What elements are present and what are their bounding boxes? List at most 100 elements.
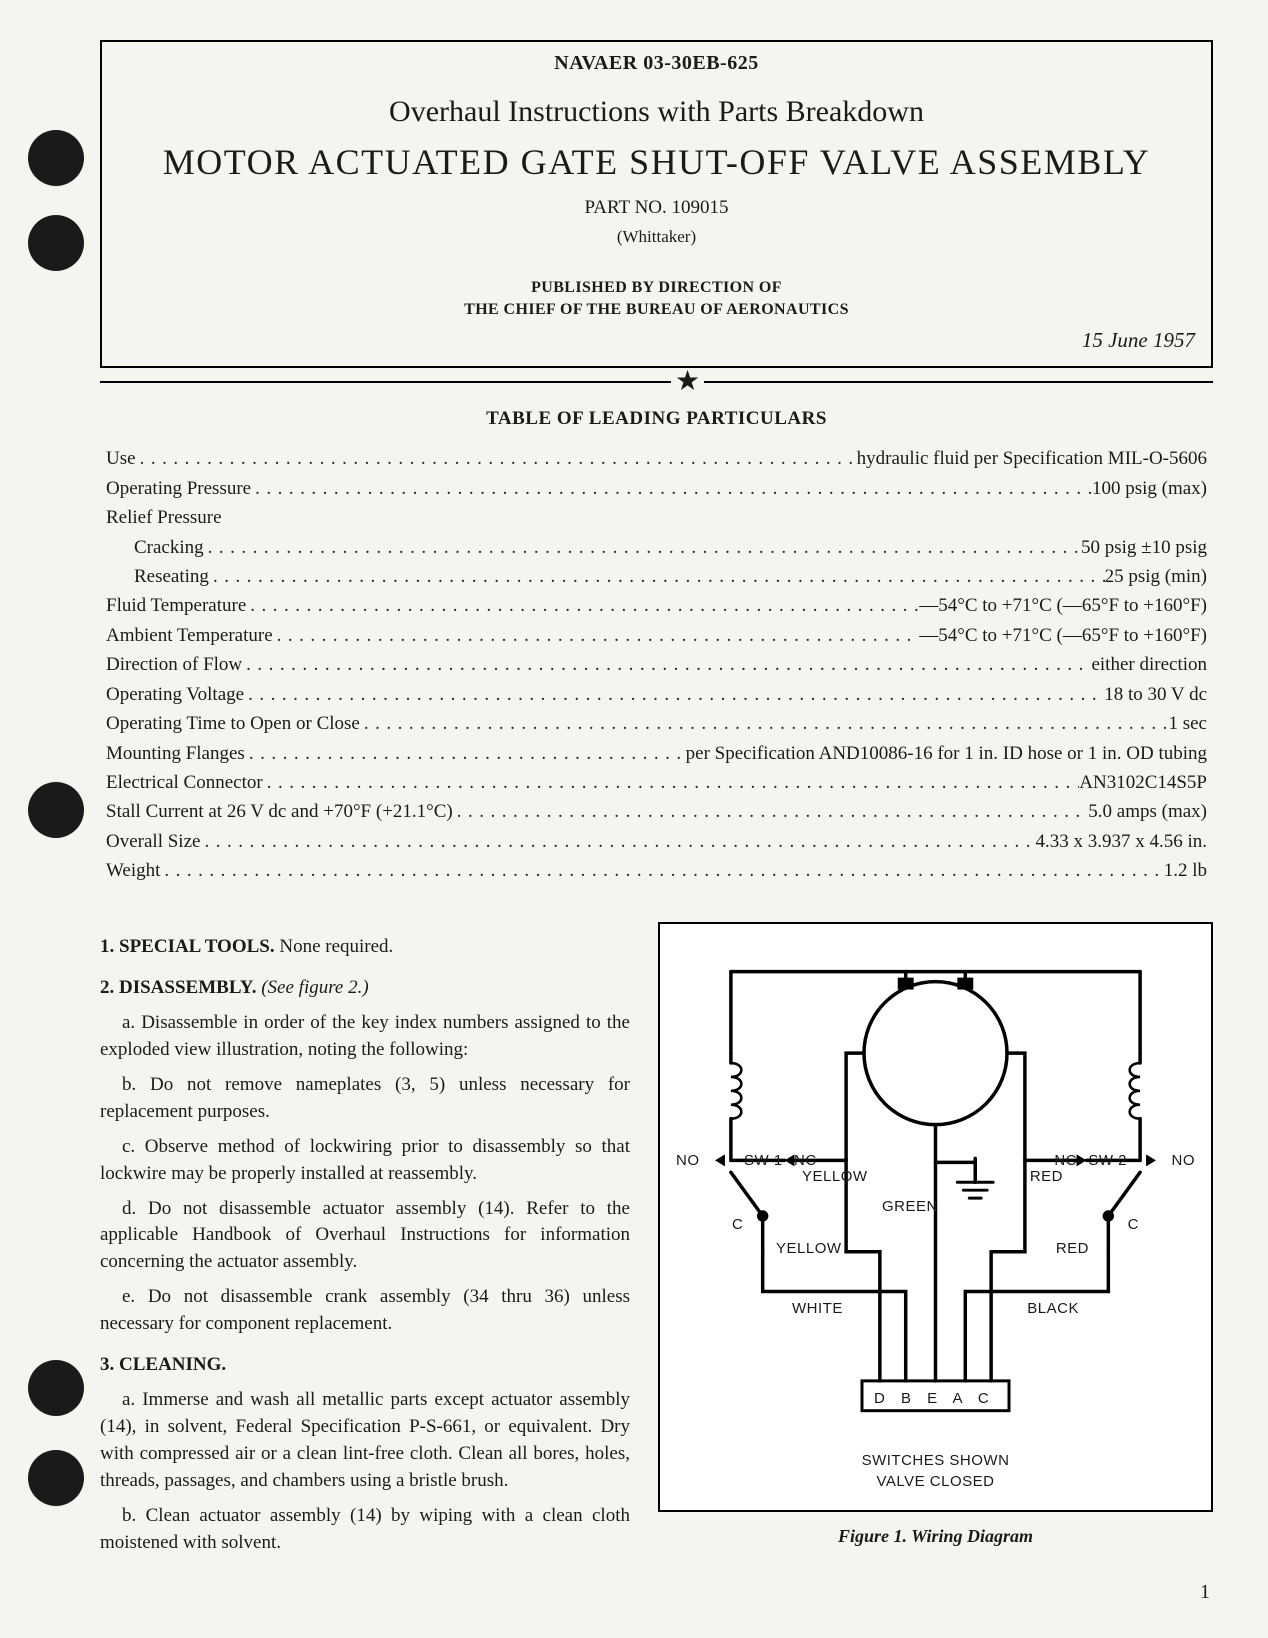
para-2a: a. Disassemble in order of the key index… [100, 1010, 630, 1064]
section-3-head: 3. CLEANING. [100, 1352, 630, 1379]
punch-hole [28, 130, 84, 186]
document-main-title: MOTOR ACTUATED GATE SHUT-OFF VALVE ASSEM… [102, 135, 1211, 191]
particulars-label: Stall Current at 26 V dc and +70°F (+21.… [106, 797, 453, 826]
particulars-label: Mounting Flanges [106, 739, 245, 768]
leader-dots [200, 827, 1035, 856]
particulars-label: Use [106, 444, 136, 473]
label-nc-left: NC [794, 1152, 817, 1169]
section-2-head: 2. DISASSEMBLY. (See figure 2.) [100, 975, 630, 1002]
section-3-title: 3. CLEANING. [100, 1354, 226, 1375]
leader-dots [251, 474, 1092, 503]
para-2e: e. Do not disassemble crank assembly (34… [100, 1284, 630, 1338]
leader-dots [263, 768, 1080, 797]
particulars-row: Use hydraulic fluid per Specification MIL… [106, 444, 1207, 473]
particulars-value: hydraulic fluid per Specification MIL-O-… [857, 444, 1207, 473]
leader-dots [246, 591, 919, 620]
label-sw1: SW 1 [744, 1152, 783, 1169]
leader-dots [245, 739, 686, 768]
leader-dots [273, 621, 920, 650]
particulars-row: Weight 1.2 lb [106, 856, 1207, 885]
manufacturer: (Whittaker) [102, 225, 1211, 277]
published-line-2: THE CHIEF OF THE BUREAU OF AERONAUTICS [464, 301, 849, 318]
leader-dots [160, 856, 1163, 885]
label-green: GREEN [882, 1198, 938, 1215]
particulars-table: Use hydraulic fluid per Specification MIL… [100, 444, 1213, 896]
part-number: PART NO. 109015 [102, 191, 1211, 225]
particulars-label: Overall Size [106, 827, 200, 856]
particulars-row: Reseating 25 psig (min) [106, 562, 1207, 591]
para-3b: b. Clean actuator assembly (14) by wipin… [100, 1503, 630, 1557]
leader-dots [136, 444, 857, 473]
particulars-value: 1.2 lb [1164, 856, 1207, 885]
particulars-label: Operating Time to Open or Close [106, 709, 360, 738]
particulars-row: Direction of Flow either direction [106, 650, 1207, 679]
particulars-label: Fluid Temperature [106, 591, 246, 620]
label-red-1: RED [1030, 1168, 1063, 1185]
switches-note-1: SWITCHES SHOWN [862, 1452, 1010, 1469]
section-1-head: 1. SPECIAL TOOLS. None required. [100, 934, 630, 961]
section-1-rest: None required. [275, 936, 394, 957]
leader-dots [204, 533, 1081, 562]
switches-note-2: VALVE CLOSED [877, 1473, 995, 1490]
para-3a: a. Immerse and wash all metallic parts e… [100, 1387, 630, 1495]
particulars-row: Operating Voltage 18 to 30 V dc [106, 680, 1207, 709]
instructions-column: 1. SPECIAL TOOLS. None required. 2. DISA… [100, 922, 630, 1557]
particulars-value: 18 to 30 V dc [1104, 680, 1207, 709]
particulars-label: Operating Voltage [106, 680, 244, 709]
label-sw2: SW 2 [1088, 1152, 1127, 1169]
particulars-heading: TABLE OF LEADING PARTICULARS [100, 408, 1213, 430]
leader-dots [360, 709, 1169, 738]
label-white: WHITE [792, 1300, 843, 1317]
document-id: NAVAER 03-30EB-625 [102, 42, 1211, 83]
particulars-value: 1 sec [1168, 709, 1207, 738]
particulars-label: Cracking [106, 533, 204, 562]
label-c-left: C [732, 1216, 743, 1233]
punch-hole [28, 1450, 84, 1506]
label-c-right: C [1128, 1216, 1139, 1233]
leader-dots [453, 797, 1089, 826]
section-1-title: 1. SPECIAL TOOLS. [100, 936, 275, 957]
label-terminals: D B E A C [874, 1390, 995, 1407]
leader-dots [209, 562, 1105, 591]
switches-note: SWITCHES SHOWN VALVE CLOSED [660, 1451, 1211, 1492]
para-2c: c. Observe method of lockwiring prior to… [100, 1134, 630, 1188]
leader-dots [242, 650, 1091, 679]
date-row: 15 June 1957 [102, 326, 1211, 366]
label-yellow-1: YELLOW [802, 1168, 868, 1185]
section-2-title: 2. DISASSEMBLY. [100, 977, 256, 998]
particulars-label: Relief Pressure [106, 503, 222, 532]
published-line-1: PUBLISHED BY DIRECTION OF [531, 279, 782, 296]
particulars-label: Direction of Flow [106, 650, 242, 679]
particulars-label: Ambient Temperature [106, 621, 273, 650]
document-date: 15 June 1957 [1082, 328, 1195, 353]
label-nc-right: NC [1054, 1152, 1077, 1169]
label-no-right: NO [1172, 1152, 1196, 1169]
particulars-row: Stall Current at 26 V dc and +70°F (+21.… [106, 797, 1207, 826]
document-header-box: NAVAER 03-30EB-625 Overhaul Instructions… [100, 40, 1213, 368]
punch-hole [28, 782, 84, 838]
section-2-note: (See figure 2.) [256, 977, 368, 998]
page-number: 1 [1200, 1581, 1210, 1604]
particulars-value: —54°C to +71°C (—65°F to +160°F) [919, 591, 1207, 620]
label-red-2: RED [1056, 1240, 1089, 1257]
particulars-row: Cracking 50 psig ±10 psig [106, 533, 1207, 562]
particulars-row: Operating Time to Open or Close 1 sec [106, 709, 1207, 738]
particulars-label: Weight [106, 856, 160, 885]
punch-hole [28, 215, 84, 271]
particulars-value: 25 psig (min) [1105, 562, 1207, 591]
para-2b: b. Do not remove nameplates (3, 5) unles… [100, 1072, 630, 1126]
document-title: Overhaul Instructions with Parts Breakdo… [102, 83, 1211, 135]
particulars-row: Relief Pressure [106, 503, 1207, 532]
wiring-diagram-figure: SW 1 SW 2 NO NC C NO NC C YELLOW YELLOW … [658, 922, 1213, 1512]
figure-column: SW 1 SW 2 NO NC C NO NC C YELLOW YELLOW … [658, 922, 1213, 1547]
label-black: BLACK [1027, 1300, 1079, 1317]
particulars-label: Operating Pressure [106, 474, 251, 503]
particulars-value: 50 psig ±10 psig [1081, 533, 1207, 562]
particulars-value: either direction [1091, 650, 1207, 679]
particulars-row: Overall Size4.33 x 3.937 x 4.56 in. [106, 827, 1207, 856]
particulars-label: Electrical Connector [106, 768, 263, 797]
particulars-label: Reseating [106, 562, 209, 591]
particulars-row: Ambient Temperature —54°C to +71°C (—65°F… [106, 621, 1207, 650]
particulars-value: —54°C to +71°C (—65°F to +160°F) [919, 621, 1207, 650]
figure-caption: Figure 1. Wiring Diagram [658, 1526, 1213, 1547]
